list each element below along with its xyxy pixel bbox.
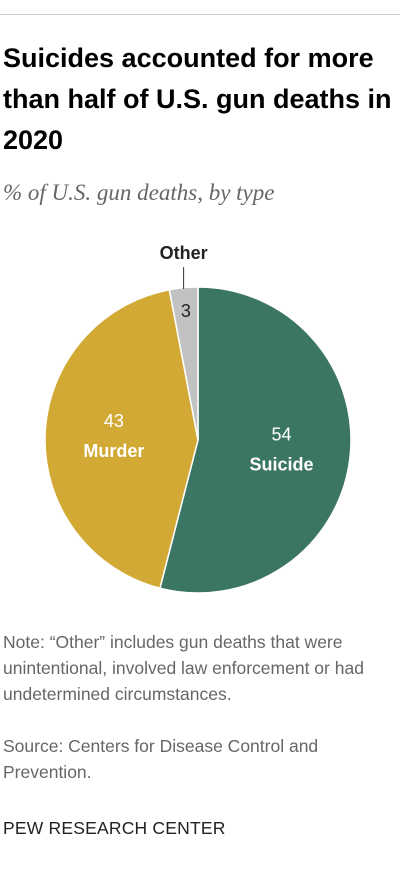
- category-label: Other: [160, 243, 208, 263]
- pie-chart: 54 Suicide 43 Murder 3 Other: [44, 243, 352, 594]
- pie-slice: [159, 286, 352, 594]
- value-label: 43: [104, 411, 124, 431]
- credit: PEW RESEARCH CENTER: [3, 818, 226, 838]
- source: Source: Centers for Disease Control and …: [3, 736, 319, 782]
- category-label: Suicide: [249, 454, 313, 474]
- note: Note: “Other” includes gun deaths that w…: [3, 632, 364, 704]
- pie-slice: [44, 288, 199, 590]
- chart-subtitle: % of U.S. gun deaths, by type: [3, 180, 275, 205]
- top-rule: [0, 14, 400, 15]
- value-label: 54: [271, 424, 291, 444]
- chart-title: Suicides accounted for more than half of…: [3, 43, 392, 155]
- category-label: Murder: [83, 441, 144, 461]
- value-label: 3: [181, 301, 191, 321]
